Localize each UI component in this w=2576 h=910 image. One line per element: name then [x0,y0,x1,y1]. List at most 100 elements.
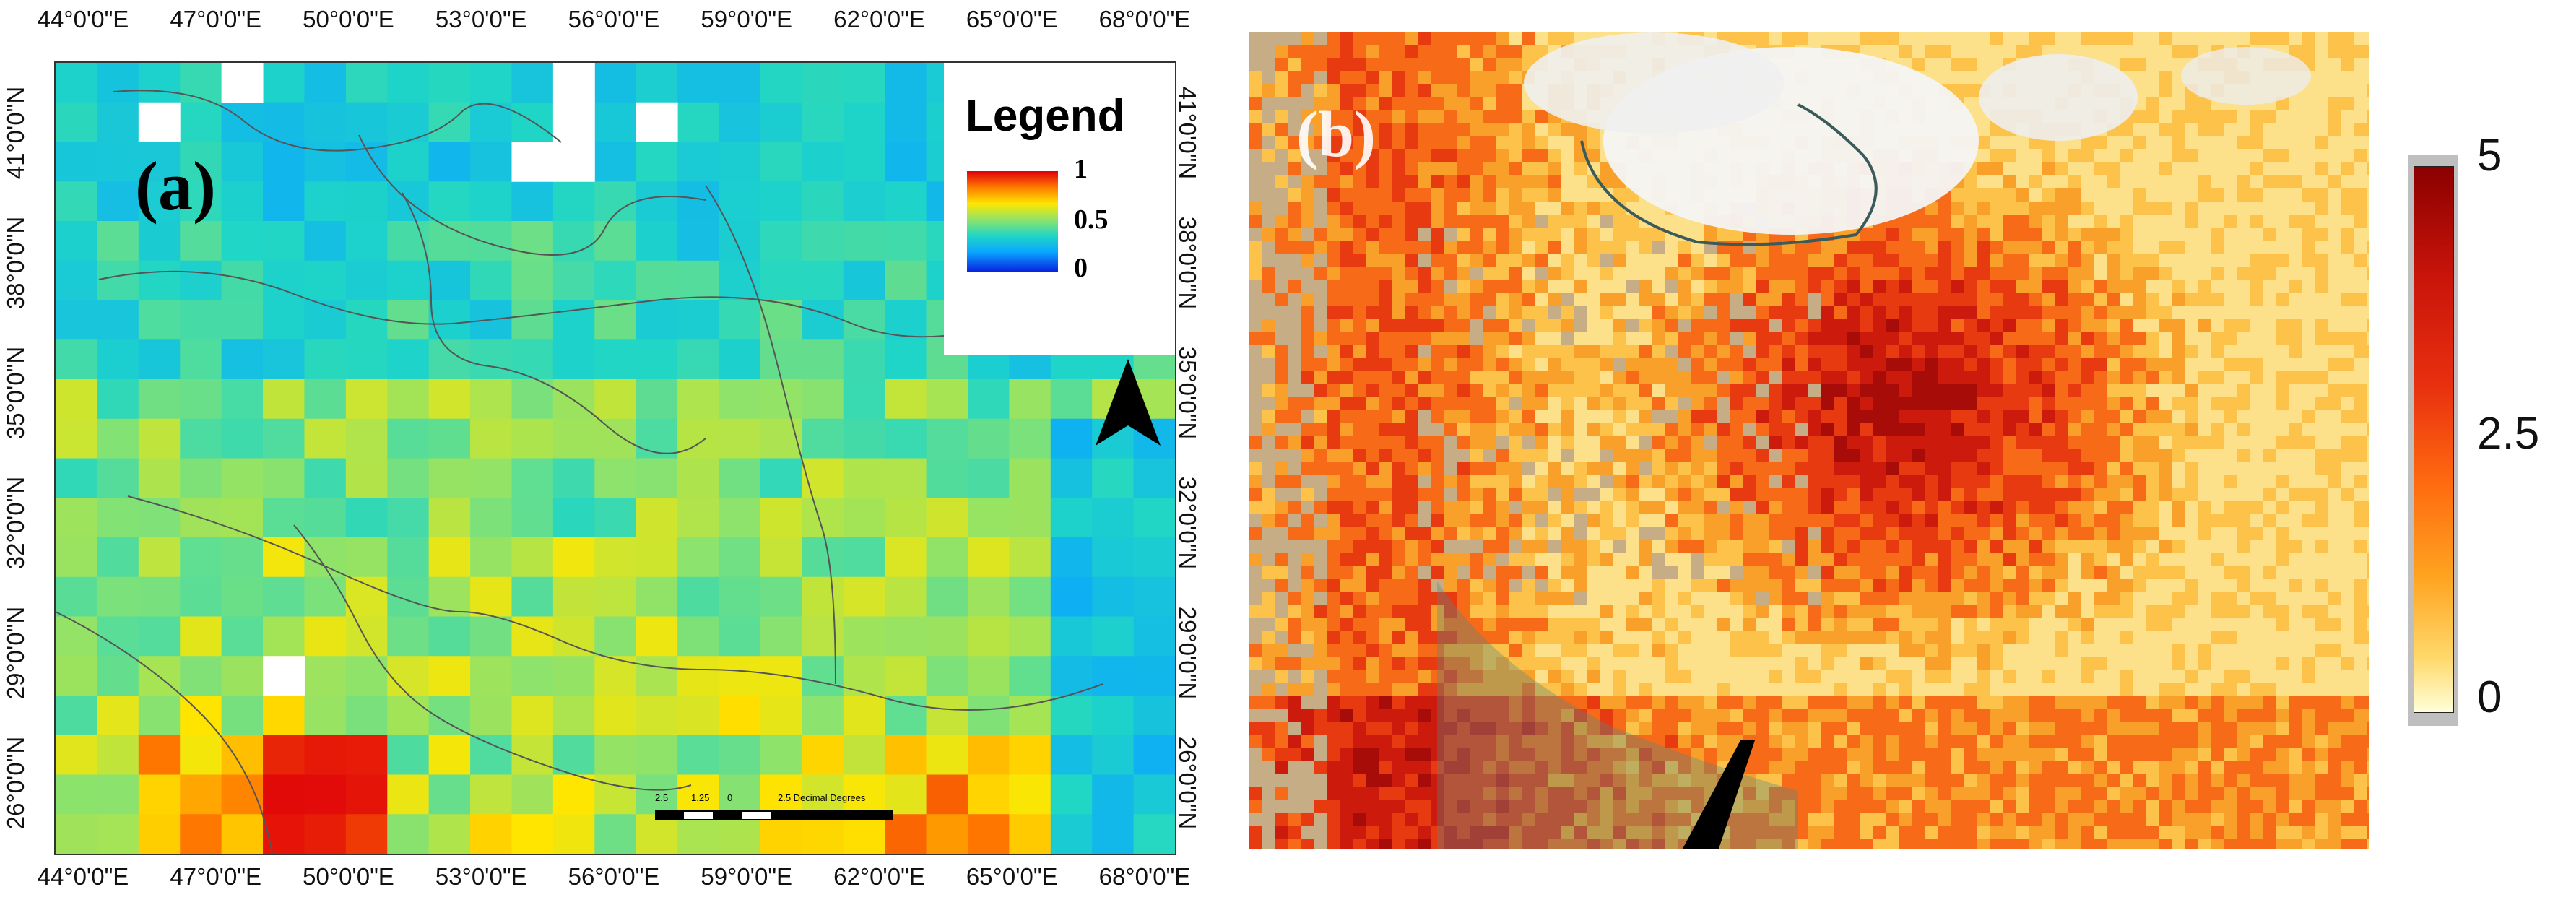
grid-cell [345,418,388,459]
aod-cell [1860,630,1873,644]
aod-cell [1379,162,1392,176]
aod-cell [1483,474,1496,488]
aod-cell [1366,124,1379,136]
aod-cell [1925,344,1938,358]
panel-a-tag: (a) [135,147,216,225]
aod-cell [1925,306,1938,318]
aod-cell [2081,396,2094,410]
aod-cell [2354,592,2367,604]
aod-cell [1743,254,1756,266]
aod-cell [2302,422,2315,436]
aod-cell [1431,604,1444,618]
aod-cell [1366,540,1379,552]
aod-cell [1249,98,1262,110]
aod-cell [2003,566,2016,578]
aod-cell [1418,592,1431,604]
aod-cell [1587,566,1600,578]
grid-cell [719,656,761,696]
aod-cell [1353,240,1366,254]
aod-cell [1795,578,1808,592]
grid-cell [263,63,305,103]
aod-cell [1249,656,1262,670]
aod-cell [1860,396,1873,410]
aod-cell [2250,332,2263,344]
grid-cell [885,379,927,420]
aod-cell [2029,566,2042,578]
aod-cell [2107,474,2120,488]
aod-cell [1951,644,1964,656]
aod-cell [1873,332,1886,344]
aod-cell [1977,188,1990,202]
aod-cell [1522,136,1535,150]
aod-cell [2042,318,2055,332]
aod-cell [1938,696,1951,708]
aod-cell [1340,566,1353,578]
aod-cell [2315,188,2328,202]
aod-cell [2003,280,2016,292]
aod-cell [1444,422,1457,436]
aod-cell [1860,332,1873,344]
aod-cell [1951,500,1964,514]
aod-cell [1977,696,1990,708]
aod-cell [1691,540,1704,552]
aod-cell [1418,202,1431,214]
aod-cell [1392,150,1405,162]
aod-cell [2341,188,2354,202]
grid-cell [885,260,927,300]
longitude-label: 68°0'0"E [1098,863,1191,890]
aod-cell [2068,306,2081,318]
aod-cell [1665,578,1678,592]
aod-cell [1496,540,1509,552]
aod-cell [1795,682,1808,696]
grid-cell [594,260,637,300]
aod-cell [2276,110,2289,124]
aod-cell [2133,72,2146,84]
grid-cell [719,458,761,498]
aod-cell [1496,604,1509,618]
aod-cell [2302,110,2315,124]
aod-cell [1873,592,1886,604]
aod-cell [1990,592,2003,604]
aod-cell [1340,124,1353,136]
aod-cell [1340,240,1353,254]
aod-cell [2133,124,2146,136]
aod-cell [2354,72,2367,84]
aod-cell [1431,708,1444,722]
aod-cell [1353,58,1366,72]
aod-cell [1782,384,1795,396]
aod-cell [2185,410,2198,422]
aod-cell [1496,644,1509,656]
aod-cell [1873,228,1886,240]
aod-cell [1548,566,1561,578]
aod-cell [1470,462,1483,474]
aod-cell [1535,670,1548,682]
aod-cell [1704,540,1717,552]
aod-cell [1977,708,1990,722]
grid-cell [97,181,139,222]
aod-cell [2198,124,2211,136]
aod-cell [2055,462,2068,474]
aod-cell [1496,630,1509,644]
aod-cell [1327,58,1340,72]
grid-cell [511,260,554,300]
aod-cell [2250,604,2263,618]
aod-cell [2328,422,2341,436]
aod-cell [2120,488,2133,500]
grid-cell [221,181,264,222]
aod-cell [1561,136,1574,150]
aod-cell [1249,644,1262,656]
aod-cell [1314,46,1327,58]
aod-cell [2029,436,2042,448]
aod-cell [2367,46,2369,58]
aod-cell [1626,370,1639,384]
aod-cell [1366,410,1379,422]
aod-cell [1587,708,1600,722]
aod-cell [1977,162,1990,176]
aod-cell [2211,214,2224,228]
aod-cell [1262,644,1275,656]
aod-cell [1574,630,1587,644]
aod-cell [1353,462,1366,474]
aod-cell [1535,708,1548,722]
aod-cell [2029,682,2042,696]
aod-cell [1912,618,1925,630]
